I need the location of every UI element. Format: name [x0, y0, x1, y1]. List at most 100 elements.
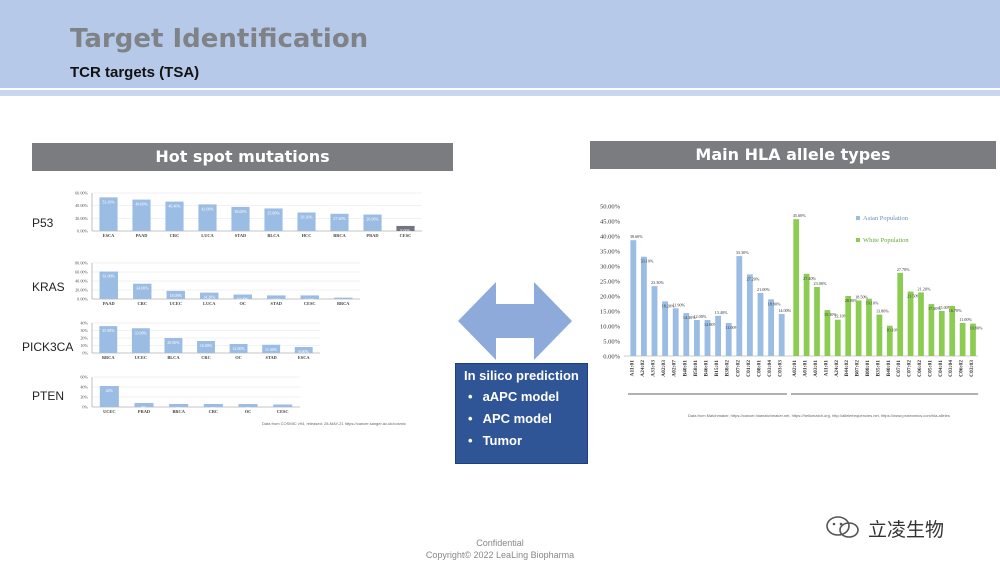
bar-value-label: 11.00%	[959, 317, 972, 322]
x-tick-label: STAD	[265, 355, 276, 360]
bar-value-label: 35.60%	[267, 210, 280, 215]
y-tick-label: 20.00%	[600, 294, 621, 301]
bar-value-label: 21.20%	[918, 286, 931, 291]
x-tick-label: OC	[239, 301, 246, 306]
x-tick-label: A11:01	[823, 360, 829, 377]
y-tick-label: 60%	[80, 375, 88, 380]
bar	[231, 206, 250, 231]
x-tick-label: B07:02	[855, 360, 861, 377]
bar-value-label: 6%	[245, 406, 251, 411]
x-tick-label: CESC	[400, 233, 412, 238]
bar-value-label: 61.00%	[103, 274, 116, 279]
x-tick-label: OC	[235, 355, 242, 360]
bar-value-label: 21.50%	[907, 294, 920, 299]
bar-value-label: 8%	[141, 405, 147, 410]
bar	[715, 315, 722, 356]
bar-value-label: 42%	[106, 388, 114, 393]
bar	[938, 311, 945, 356]
bar-value-label: 14.30%	[683, 315, 696, 320]
bar	[294, 347, 313, 353]
bar	[814, 287, 820, 356]
y-tick-label: 0.00%	[603, 354, 620, 361]
x-tick-label: HCC	[302, 233, 312, 238]
gene-label-kras: KRAS	[32, 280, 65, 294]
bar-value-label: 17.30%	[928, 306, 941, 311]
bar	[866, 298, 872, 356]
copyright-label: Copyright© 2022 LeaLing Biopharma	[425, 550, 575, 560]
gene-label-p53: P53	[32, 216, 54, 230]
x-tick-label: BRCA	[172, 409, 185, 414]
x-tick-label: C08:01	[757, 360, 763, 377]
legend-swatch	[856, 216, 860, 220]
bar-value-label: 23.00%	[814, 281, 827, 286]
x-tick-label: C06:02	[959, 360, 965, 377]
x-tick-label: ESCA	[103, 233, 116, 238]
in-silico-item: Tumor	[468, 433, 579, 448]
x-tick-label: B35:01	[875, 360, 881, 377]
bar-value-label: 13.80%	[876, 309, 889, 314]
bar	[164, 338, 183, 353]
x-tick-label: C07:01	[896, 360, 902, 377]
bar	[132, 199, 151, 231]
x-tick-label: CRC	[170, 233, 180, 238]
bar-value-label: 18.00%	[170, 293, 183, 298]
wechat-logo: 立凌生物	[824, 515, 974, 541]
x-tick-label: C03:04	[767, 360, 773, 377]
x-tick-label: A24:02	[640, 360, 646, 377]
bar	[824, 310, 831, 356]
bar-value-label: 14.20%	[203, 295, 216, 300]
bar-value-label: 42.00%	[201, 206, 214, 211]
bar-value-label: 12.00%	[704, 322, 717, 327]
x-tick-label: C03:03	[969, 360, 975, 377]
x-tick-label: CESC	[304, 301, 316, 306]
bar-value-label: 38.00%	[234, 209, 247, 214]
bar	[165, 201, 184, 231]
bar-value-label: 13.40%	[715, 310, 728, 315]
bar-value-label: 46.40%	[168, 204, 181, 209]
x-tick-label: B15:01	[714, 360, 720, 377]
bar	[229, 344, 248, 353]
bar	[267, 295, 286, 299]
y-tick-label: 0.00%	[77, 297, 88, 302]
bar-value-label: 15.30%	[824, 312, 837, 317]
bar-value-label: 34.00%	[136, 286, 149, 291]
bar	[297, 212, 316, 231]
legend-label: Asian Population	[863, 215, 909, 222]
x-tick-label: C03:04	[948, 360, 954, 377]
bar-value-label: 35.90%	[102, 328, 115, 333]
y-tick-label: 30%	[80, 328, 88, 333]
x-tick-label: A33:03	[651, 360, 657, 377]
bar	[970, 323, 976, 356]
x-tick-label: C04:01	[938, 360, 944, 377]
x-tick-label: CRC	[209, 409, 219, 414]
bar	[300, 295, 319, 299]
bar-value-label: 6%	[176, 406, 182, 411]
bar-value-label: 18.50%	[855, 295, 868, 300]
y-tick-label: 50.00%	[600, 204, 621, 211]
bar-value-label: 19.10%	[866, 301, 879, 306]
bar	[845, 296, 852, 356]
bar-value-label: 38.60%	[630, 234, 643, 239]
bar	[736, 256, 743, 356]
x-tick-label: CRC	[137, 301, 147, 306]
bar	[99, 326, 118, 353]
y-tick-label: 20%	[80, 336, 88, 341]
hla-chart: 50.00% 45.00% 40.00% 35.00% 30.00% 25.00% 20.0…	[600, 204, 983, 395]
x-tick-label: BRCA	[337, 301, 350, 306]
bar-value-label: 16.00%	[200, 343, 213, 348]
bar-value-label: 8.00%	[305, 297, 316, 302]
bar	[264, 208, 283, 231]
x-tick-label: A02:03	[661, 360, 667, 377]
bar-value-label: 33.30%	[736, 250, 749, 255]
in-silico-item: aAPC model	[468, 389, 579, 404]
bar	[683, 313, 690, 356]
x-tick-label: A11:01	[629, 360, 635, 377]
bar	[746, 274, 753, 356]
x-tick-label: UCEC	[170, 301, 182, 306]
y-tick-label: 60.00%	[75, 270, 88, 275]
y-tick-label: 45.00%	[600, 219, 621, 226]
bar	[99, 197, 118, 231]
x-tick-label: BRCA	[102, 355, 115, 360]
bar-value-label: 8.00%	[271, 297, 282, 302]
bar-value-label: 27.70%	[897, 267, 910, 272]
